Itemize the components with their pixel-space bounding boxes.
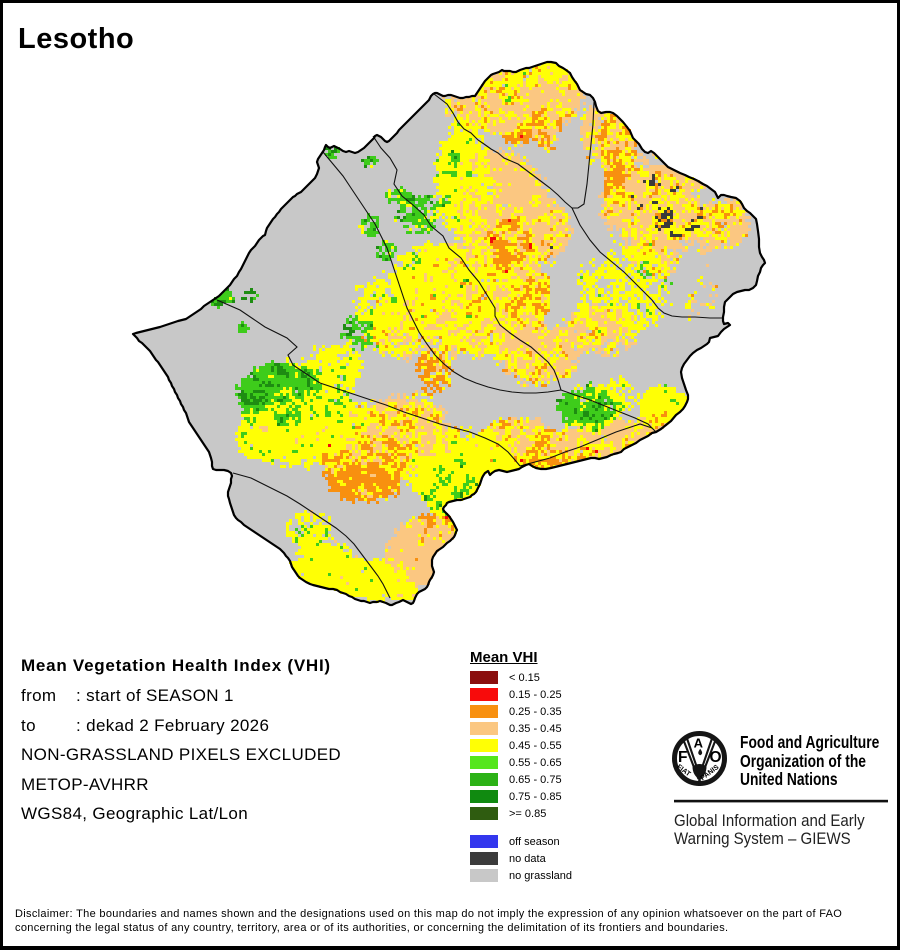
svg-text:O: O	[710, 749, 722, 766]
svg-text:F: F	[678, 749, 687, 766]
svg-text:A: A	[694, 736, 704, 751]
